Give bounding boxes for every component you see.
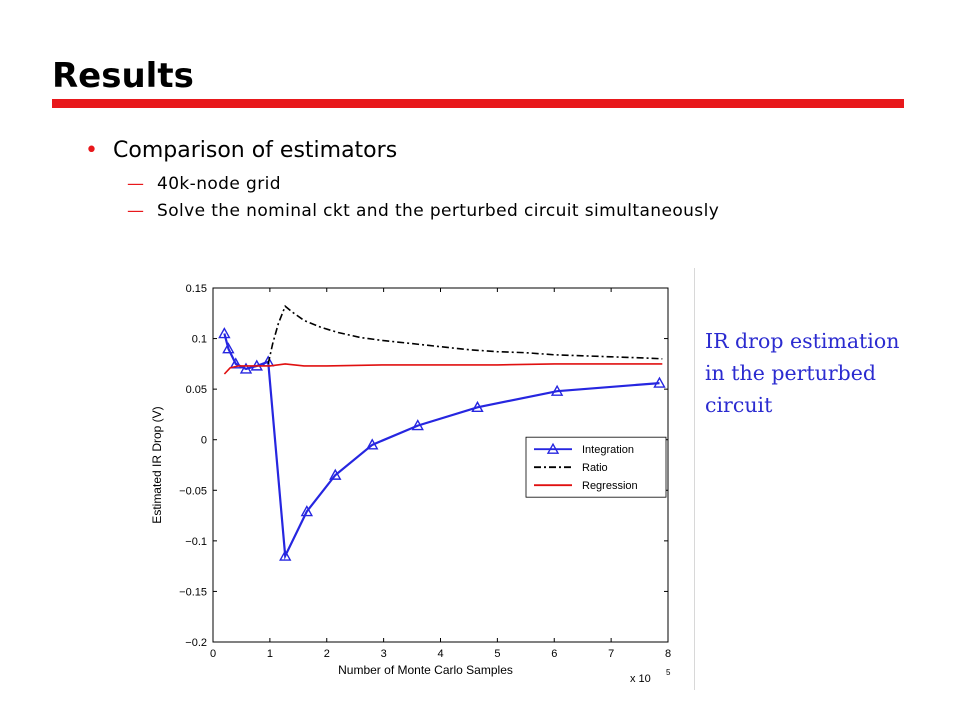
legend-marker-triangle <box>546 442 560 454</box>
bullet-text: Comparison of estimators <box>113 138 398 163</box>
y-tick-label: −0.05 <box>179 485 207 497</box>
y-tick-label: 0.15 <box>186 283 207 295</box>
x-tick-label: 7 <box>608 648 614 660</box>
data-point-triangle <box>329 468 342 480</box>
legend-label: Integration <box>582 444 634 456</box>
data-point-triangle <box>279 549 292 561</box>
x-tick-label: 8 <box>665 648 671 660</box>
x-tick-label: 6 <box>551 648 557 660</box>
data-point-triangle <box>366 438 379 450</box>
data-point-triangle <box>653 376 666 388</box>
sub-bullet-item: — Solve the nominal ckt and the perturbe… <box>127 201 845 222</box>
bullet-item: • Comparison of estimators <box>85 136 845 166</box>
y-axis-label: Estimated IR Drop (V) <box>150 406 164 523</box>
ir-drop-chart: 0 1 2 3 4 5 6 7 8 −0.2 −0.15 −0.1 −0.05 0 0.05 0.1 0.15 N… <box>143 268 695 690</box>
data-point-triangle <box>550 384 564 396</box>
dash-icon: — <box>127 174 145 194</box>
sub-bullet-item: — 40k-node grid <box>127 174 845 195</box>
y-tick-label: 0 <box>201 435 207 447</box>
x-tick-label: 5 <box>494 648 500 660</box>
dash-icon: — <box>127 201 145 221</box>
x-multiplier-label: x 10 <box>630 673 651 685</box>
y-tick-label: −0.15 <box>179 586 207 598</box>
bullet-dot-icon: • <box>85 138 98 163</box>
data-point-triangle <box>229 357 242 369</box>
data-point-triangle <box>222 342 235 354</box>
sub-bullet-text: Solve the nominal ckt and the perturbed … <box>157 201 720 221</box>
x-tick-label: 1 <box>267 648 273 660</box>
data-point-triangle <box>471 400 484 413</box>
series-line-integration <box>223 333 660 561</box>
sub-bullet-list: — 40k-node grid — Solve the nominal ckt … <box>127 174 845 222</box>
y-tick-label: 0.1 <box>192 334 207 346</box>
legend-label: Regression <box>582 480 638 492</box>
x-tick-label: 2 <box>324 648 330 660</box>
x-tick-label: 0 <box>210 648 216 660</box>
x-multiplier-exponent: 5 <box>666 668 671 677</box>
data-point-triangle <box>300 505 314 517</box>
data-point-triangle <box>411 419 424 431</box>
series-line-regression <box>223 363 663 375</box>
slide-title: Results <box>52 56 194 96</box>
legend-label: Ratio <box>582 462 608 474</box>
chart-divider <box>694 268 695 690</box>
series-line-ratio <box>267 304 663 365</box>
data-point-triangle <box>239 362 253 374</box>
x-tick-label: 4 <box>437 648 443 660</box>
side-note: IR drop estimation in the perturbed circ… <box>705 329 900 417</box>
data-point-triangle <box>218 327 231 339</box>
y-tick-label: −0.2 <box>185 637 207 649</box>
title-underline <box>52 99 904 108</box>
chart-svg: 0 1 2 3 4 5 6 7 8 −0.2 −0.15 −0.1 −0.05 0 0.05 0.1 0.15 N… <box>150 283 671 685</box>
x-tick-label: 3 <box>381 648 387 660</box>
sub-bullet-text: 40k-node grid <box>157 174 281 194</box>
y-tick-label: −0.1 <box>185 536 207 548</box>
bullet-list: • Comparison of estimators — 40k-node gr… <box>85 136 845 228</box>
x-axis-label: Number of Monte Carlo Samples <box>338 663 513 677</box>
y-tick-label: 0.05 <box>186 384 207 396</box>
